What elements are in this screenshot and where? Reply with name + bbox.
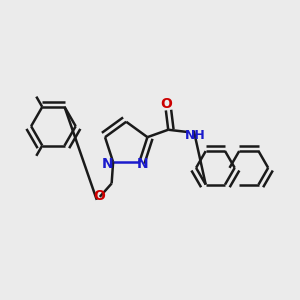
Text: O: O (160, 97, 172, 111)
Text: NH: NH (184, 129, 206, 142)
Text: N: N (137, 158, 149, 172)
Text: N: N (102, 158, 114, 172)
Text: O: O (93, 189, 105, 203)
